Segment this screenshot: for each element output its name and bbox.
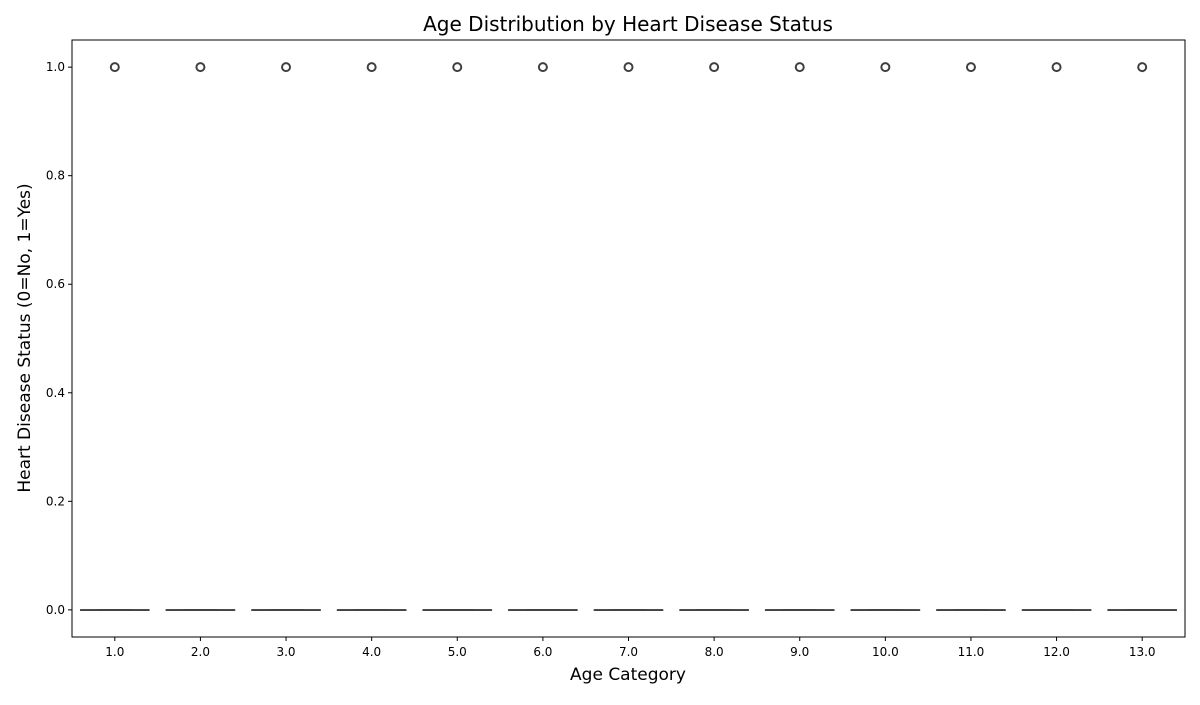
x-tick-label: 4.0: [362, 645, 381, 659]
outlier-point: [452, 62, 463, 73]
plot-frame: [71, 39, 1186, 638]
y-tick-label: 0.4: [46, 386, 65, 400]
x-tick-label: 10.0: [872, 645, 899, 659]
x-tick-label: 6.0: [533, 645, 552, 659]
outlier-point: [366, 62, 377, 73]
x-tick-label: 13.0: [1129, 645, 1156, 659]
x-tick-label: 11.0: [958, 645, 985, 659]
outlier-point: [281, 62, 292, 73]
y-tick-label: 1.0: [46, 60, 65, 74]
outlier-point: [1051, 62, 1062, 73]
box-10.0: [850, 62, 921, 611]
x-axis-label: Age Category: [570, 665, 686, 685]
box-2.0: [165, 62, 236, 611]
x-axis-ticks: 1.0 2.0 3.0 4.0 5.0 6.0 7.0 8.0 9.0 10.0 11.0 12.0 1…: [105, 637, 1156, 659]
x-tick-label: 3.0: [276, 645, 295, 659]
chart-title: Age Distribution by Heart Disease Status: [423, 12, 833, 36]
box-7.0: [593, 62, 664, 611]
box-5.0: [422, 62, 493, 611]
y-tick-label: 0.0: [46, 603, 65, 617]
y-axis-label: Heart Disease Status (0=No, 1=Yes): [15, 183, 35, 492]
y-tick-label: 0.8: [46, 169, 65, 183]
outlier-point: [537, 62, 548, 73]
y-tick-label: 0.2: [46, 494, 65, 508]
outlier-point: [1137, 62, 1148, 73]
box-1.0: [79, 62, 150, 611]
outlier-point: [880, 62, 891, 73]
box-9.0: [764, 62, 835, 611]
box-12.0: [1021, 62, 1092, 611]
x-tick-label: 7.0: [619, 645, 638, 659]
box-11.0: [936, 62, 1006, 611]
box-13.0: [1107, 62, 1178, 611]
y-tick-label: 0.6: [46, 277, 65, 291]
box-8.0: [679, 62, 749, 611]
x-tick-label: 5.0: [448, 645, 467, 659]
x-tick-label: 2.0: [191, 645, 210, 659]
outlier-point: [195, 62, 206, 73]
outlier-point: [965, 62, 976, 73]
outlier-point: [794, 62, 805, 73]
plot-marks: [79, 62, 1178, 611]
x-tick-label: 1.0: [105, 645, 124, 659]
outlier-point: [709, 62, 720, 73]
x-tick-label: 12.0: [1043, 645, 1070, 659]
x-tick-label: 9.0: [790, 645, 809, 659]
outlier-point: [109, 62, 120, 73]
box-3.0: [251, 62, 321, 611]
box-4.0: [336, 62, 407, 611]
y-axis-ticks: 0.0 0.2 0.4 0.6 0.8 1.0: [46, 60, 72, 617]
x-tick-label: 8.0: [705, 645, 724, 659]
outlier-point: [623, 62, 634, 73]
box-6.0: [508, 62, 578, 611]
